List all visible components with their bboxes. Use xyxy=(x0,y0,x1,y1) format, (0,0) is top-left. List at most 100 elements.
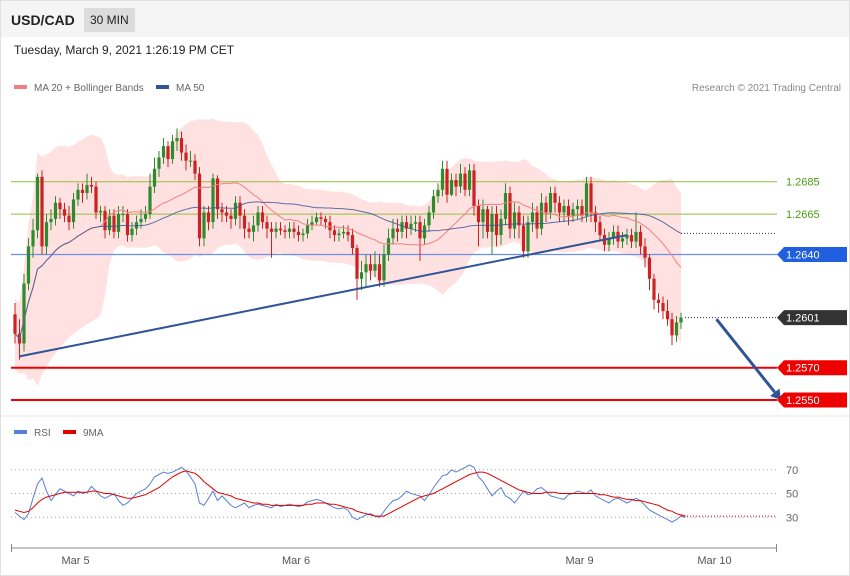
candle-body xyxy=(220,209,224,213)
candle-body xyxy=(368,264,373,271)
candle-body xyxy=(571,209,575,216)
candle-body xyxy=(670,319,674,336)
chart-annotations xyxy=(19,234,781,401)
candle-body xyxy=(170,141,175,160)
candle-body xyxy=(584,183,589,216)
candle-body xyxy=(130,228,134,236)
candle-body xyxy=(206,212,211,223)
candle-body xyxy=(652,278,656,300)
candle-body xyxy=(148,186,152,215)
candle-body xyxy=(391,228,395,239)
candle-body xyxy=(355,248,359,279)
candle-body xyxy=(445,168,449,195)
candle-body xyxy=(341,231,346,234)
candle-body xyxy=(229,215,233,219)
bollinger-band-fill xyxy=(15,118,681,386)
candle-body xyxy=(544,202,548,213)
candle-body xyxy=(260,212,265,223)
forecast-arrow-shaft xyxy=(715,318,776,394)
candle-body xyxy=(242,215,247,229)
candle-body xyxy=(94,186,98,213)
candle-body xyxy=(35,176,40,231)
candle-body xyxy=(400,222,404,232)
candle-body xyxy=(323,218,328,223)
x-axis: Mar 5 Mar 6 Mar 9 Mar 10 xyxy=(11,544,777,567)
candle-body xyxy=(121,214,125,216)
candle-body xyxy=(202,212,206,239)
candle-body xyxy=(76,189,80,200)
candle-body xyxy=(139,218,143,223)
timeframe-button[interactable]: 30 MIN xyxy=(84,8,135,32)
rsi-legend-label: RSI xyxy=(34,428,51,439)
price-tag-4 xyxy=(777,360,847,376)
candle-body xyxy=(598,222,602,236)
candle-body xyxy=(539,202,544,229)
candle-body xyxy=(85,184,89,194)
candle-body xyxy=(373,264,377,271)
support-trendline xyxy=(19,234,628,358)
candle-body xyxy=(611,231,616,239)
bollinger-bands xyxy=(15,118,681,386)
candle-body xyxy=(607,238,611,245)
candle-body xyxy=(292,228,296,232)
candle-body xyxy=(116,214,121,232)
candle-body xyxy=(643,246,647,258)
candle-body xyxy=(287,228,292,232)
price-tag-2 xyxy=(777,247,847,262)
candle-body xyxy=(620,238,625,242)
candle-body xyxy=(377,264,382,281)
candle-body xyxy=(143,214,148,219)
candle-body xyxy=(256,212,260,226)
candle-body xyxy=(427,212,431,226)
candle-body xyxy=(481,209,485,223)
forecast-arrow-head xyxy=(770,388,781,401)
ma9-legend-label: 9MA xyxy=(83,428,104,439)
9ma-line xyxy=(14,470,686,517)
candle-body xyxy=(26,246,31,284)
ma50-legend-label: MA 50 xyxy=(176,83,205,94)
ma20-line xyxy=(14,182,682,340)
ma9-legend-swatch xyxy=(63,430,76,434)
x-tick-label: Mar 6 xyxy=(282,555,310,567)
candle-body xyxy=(503,193,508,219)
candle-body xyxy=(71,199,76,223)
candle-body xyxy=(467,170,472,190)
candle-body xyxy=(346,231,350,236)
rsi-tick-label-50: 50 xyxy=(786,489,798,501)
candle-body xyxy=(656,299,661,304)
candle-body xyxy=(67,215,71,223)
candle-body xyxy=(269,228,274,232)
candle-body xyxy=(575,205,580,210)
candle-body xyxy=(98,210,103,213)
candle-body xyxy=(535,212,539,229)
candle-body xyxy=(44,222,49,247)
price-level-tags: 1.2685 1.2665 1.2640 1.2601 1.2570 1.2550 xyxy=(777,177,847,408)
candle-body xyxy=(476,205,481,223)
candle-body xyxy=(395,228,400,232)
ma20-legend-swatch xyxy=(14,85,27,89)
datetime-label: Tuesday, March 9, 2021 1:26:19 PM CET xyxy=(14,43,235,57)
rsi-panel: 30 50 70 xyxy=(11,464,798,524)
candle-body xyxy=(674,322,679,336)
candle-body xyxy=(526,222,530,252)
candle-body xyxy=(62,209,67,216)
candle-body xyxy=(233,202,238,219)
candle-body xyxy=(314,217,319,223)
research-credit: Research © 2021 Trading Central xyxy=(692,83,841,94)
candle-body xyxy=(679,317,683,323)
level-label-0: 1.2685 xyxy=(786,177,820,189)
candle-body xyxy=(422,225,427,239)
ma50-legend-swatch xyxy=(156,85,169,89)
candle-body xyxy=(332,230,337,236)
candle-body xyxy=(454,180,458,187)
candle-body xyxy=(508,193,512,229)
candle-body xyxy=(193,160,197,174)
candle-body xyxy=(494,214,499,236)
price-tag-5 xyxy=(777,392,847,408)
candle-body xyxy=(665,311,670,320)
ma20-legend-label: MA 20 + Bollinger Bands xyxy=(34,83,144,94)
candle-body xyxy=(485,209,490,232)
candle-body xyxy=(274,228,278,232)
